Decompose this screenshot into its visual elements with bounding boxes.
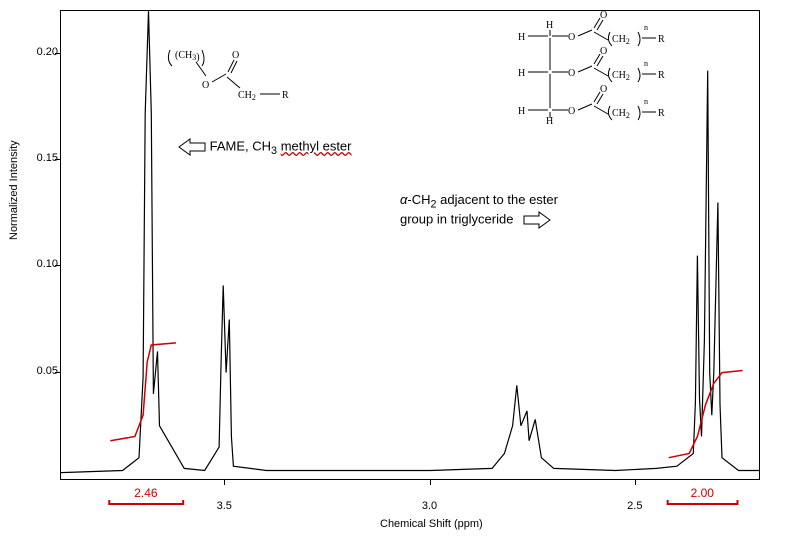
svg-text:O: O <box>568 32 575 43</box>
x-tick-label: 3.0 <box>422 500 437 512</box>
svg-text:O: O <box>600 46 607 57</box>
svg-text:H: H <box>518 32 525 43</box>
nmr-figure: Normalized Intensity Chemical Shift (ppm… <box>0 0 794 536</box>
y-tick-label: 0.05 <box>18 365 58 377</box>
fame-structure-icon: (CH3) O O CH2 R <box>160 40 310 120</box>
svg-text:O: O <box>600 10 607 21</box>
svg-text:R: R <box>658 34 665 45</box>
svg-text:O: O <box>600 84 607 95</box>
svg-text:n: n <box>644 59 648 68</box>
y-tick-label: 0.10 <box>18 258 58 270</box>
svg-text:H: H <box>518 68 525 79</box>
triglyceride-structure-icon: H H H H H O O CH2 <box>510 10 750 150</box>
svg-text:n: n <box>644 97 648 106</box>
svg-text:O: O <box>568 68 575 79</box>
x-axis-label: Chemical Shift (ppm) <box>380 518 483 530</box>
x-tick-label: 3.5 <box>217 500 232 512</box>
fame-text-suffix: methyl ester <box>281 138 352 153</box>
svg-text:H: H <box>518 106 525 117</box>
svg-text:n: n <box>644 23 648 32</box>
svg-text:O: O <box>568 106 575 117</box>
svg-text:CH2: CH2 <box>612 34 630 46</box>
right-arrow-icon <box>523 211 551 229</box>
svg-text:H: H <box>546 20 553 31</box>
y-tick-label: 0.15 <box>18 152 58 164</box>
fame-text-prefix: FAME, CH <box>210 138 271 153</box>
svg-text:R: R <box>658 108 665 119</box>
left-arrow-icon <box>178 138 206 156</box>
x-tick-label: 2.5 <box>627 500 642 512</box>
svg-text:R: R <box>282 90 289 101</box>
svg-text:R: R <box>658 70 665 81</box>
trig-text-prefix: -CH <box>407 192 430 207</box>
fame-label: FAME, CH3 methyl ester <box>178 138 352 157</box>
svg-text:CH2: CH2 <box>238 90 256 102</box>
integral-value: 2.46 <box>134 486 157 500</box>
fame-text-sub: 3 <box>271 145 277 157</box>
svg-text:O: O <box>202 80 209 91</box>
trig-text-mid: adjacent to the ester <box>437 192 558 207</box>
svg-text:(CH3): (CH3) <box>175 50 200 63</box>
svg-text:CH2: CH2 <box>612 108 630 120</box>
triglyceride-label: α-CH2 adjacent to the ester group in tri… <box>400 192 558 229</box>
integral-value: 2.00 <box>691 486 714 500</box>
y-tick-label: 0.20 <box>18 46 58 58</box>
svg-text:CH2: CH2 <box>612 70 630 82</box>
svg-text:O: O <box>232 50 239 61</box>
trig-text-line2: group in triglyceride <box>400 211 513 226</box>
